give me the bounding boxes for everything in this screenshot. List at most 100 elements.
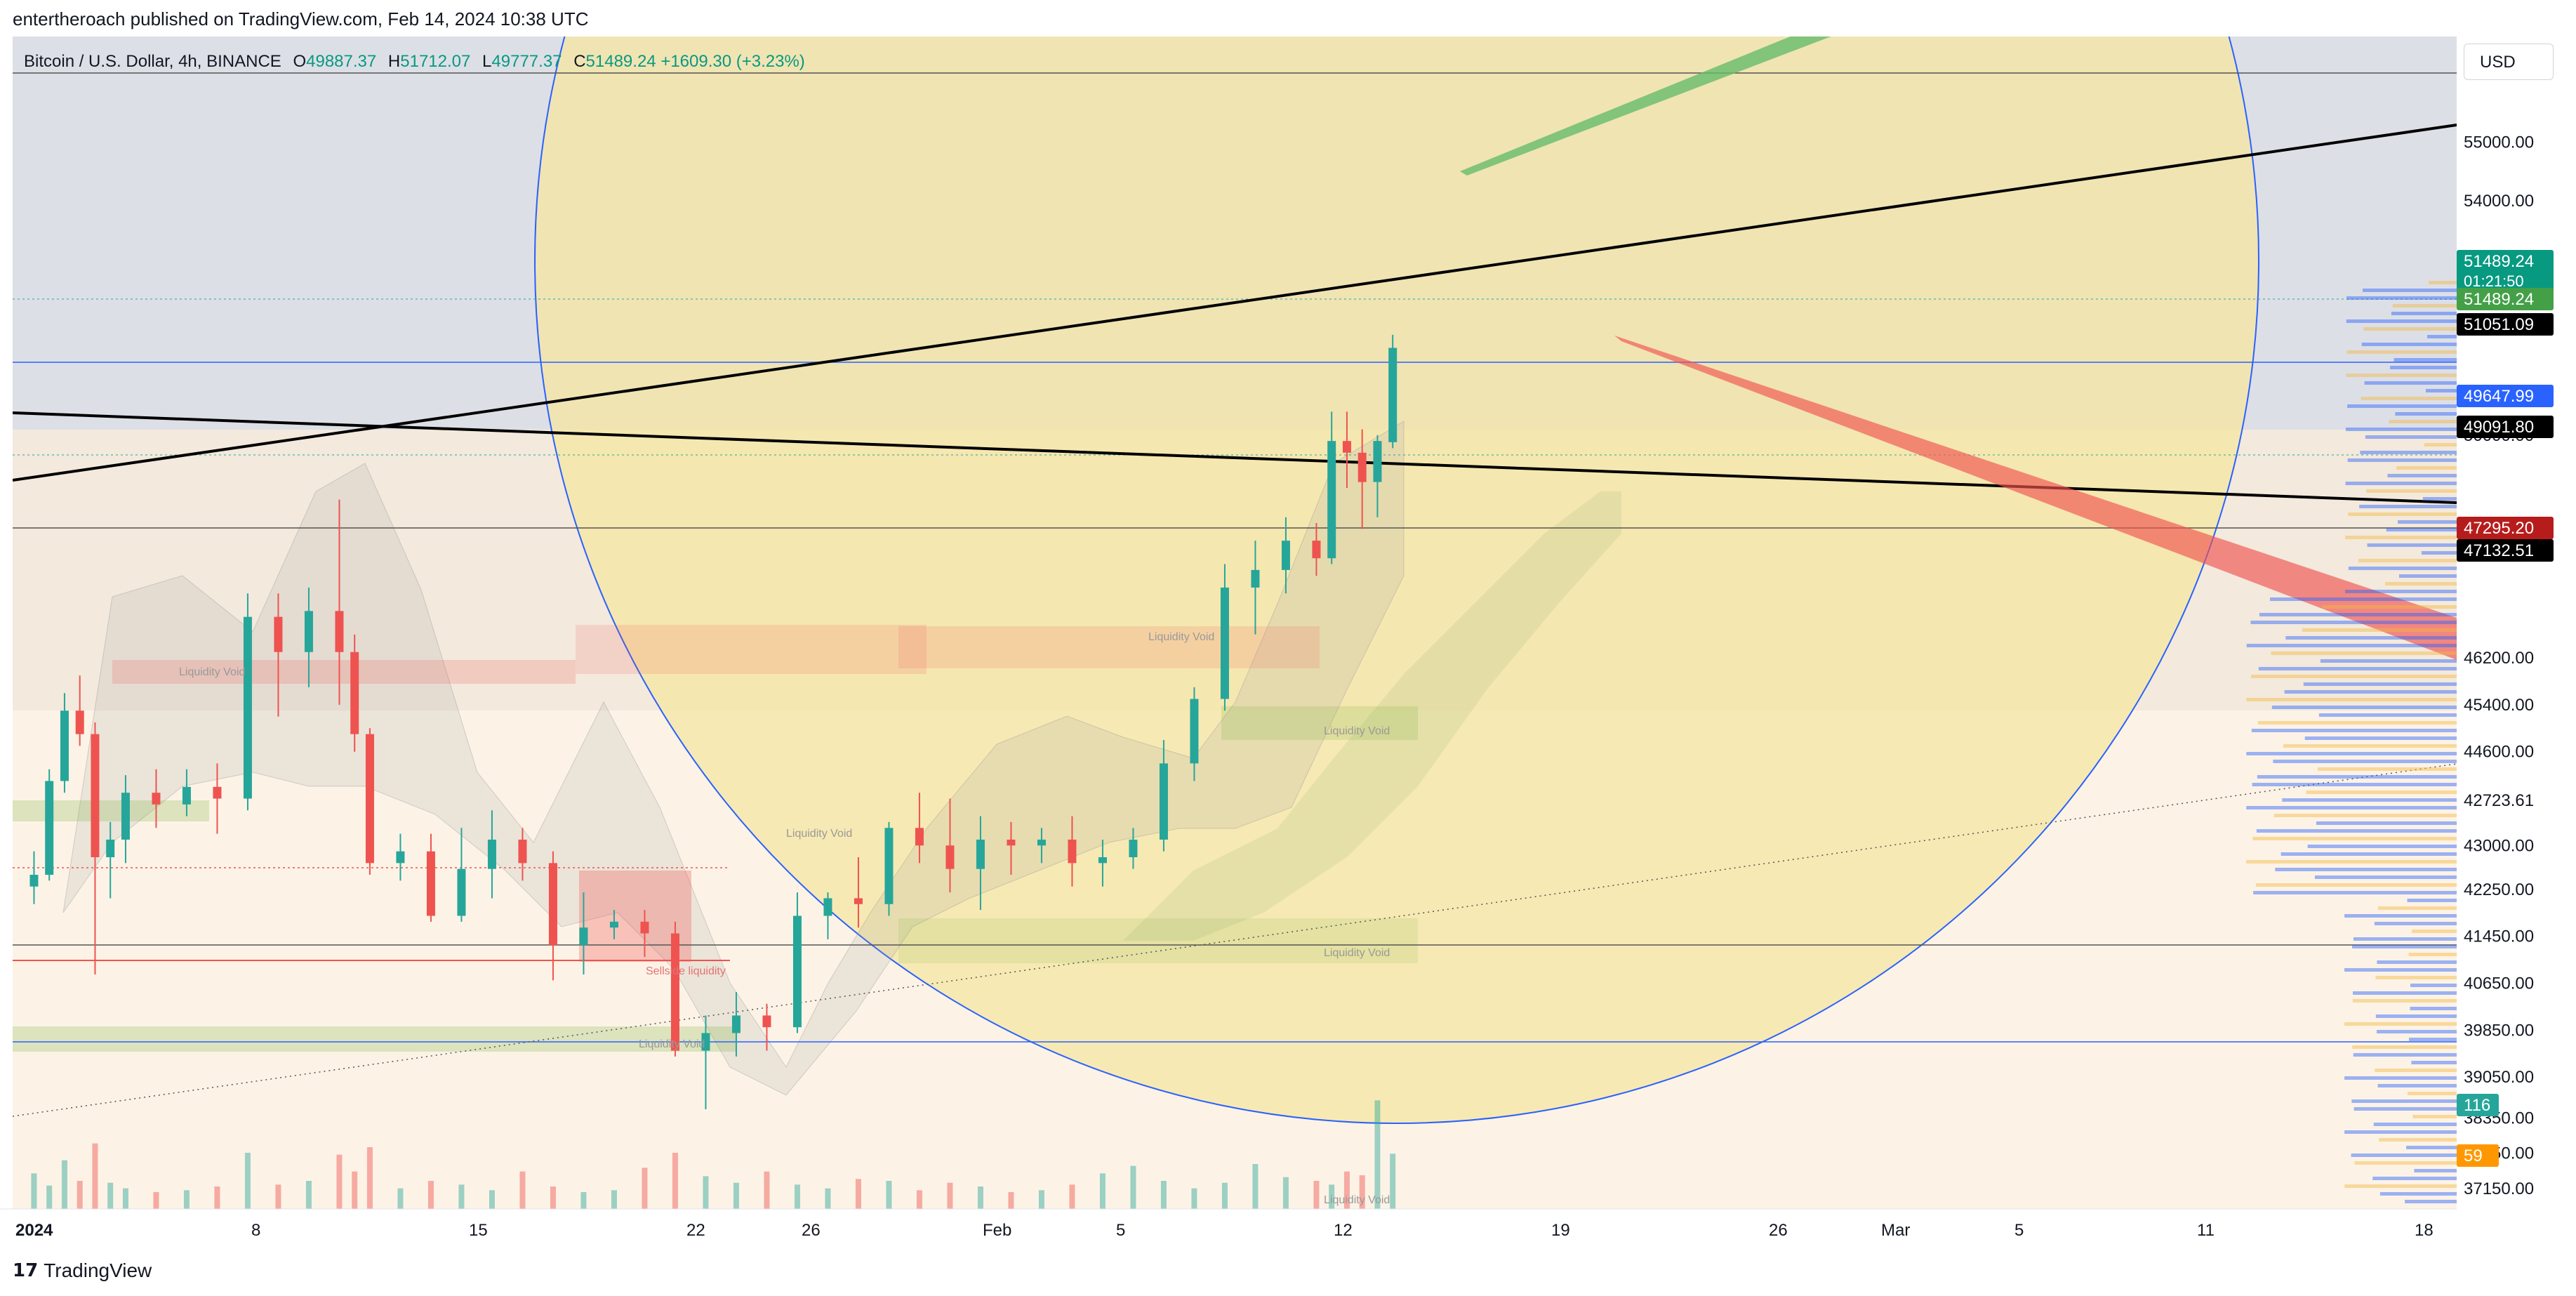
candle (60, 710, 69, 781)
legend-h-label: H (387, 52, 401, 71)
volume-profile-bar (2414, 1169, 2457, 1172)
fib-circle[interactable] (534, 0, 2259, 1124)
price-label-box (2457, 288, 2554, 310)
volume-bar (489, 1190, 495, 1209)
candle (762, 1015, 771, 1028)
volume-bar (244, 1153, 251, 1209)
volume-profile-bar (2410, 1007, 2457, 1010)
y-tick-label: 45400.00 (2464, 696, 2534, 715)
volume-profile-bar (2353, 1107, 2457, 1111)
volume-profile-bar (2273, 760, 2457, 763)
volume-bar (764, 1171, 770, 1209)
volume-profile-bar (2345, 428, 2457, 431)
candles (29, 334, 1397, 1110)
price-axis[interactable] (2457, 37, 2576, 1216)
price-label: 51489.24 (2464, 290, 2534, 309)
volume-bar (1069, 1184, 1075, 1209)
candle (609, 921, 618, 928)
volume-bar (1390, 1153, 1396, 1209)
volume-profile-bar (2407, 899, 2457, 902)
legend-change: +1609.30 (+3.23%) (660, 52, 805, 71)
volume-bar (31, 1173, 37, 1209)
green-wedge[interactable] (1460, 28, 1853, 176)
volume-profile-bar (2302, 628, 2457, 632)
volume-bars (31, 1100, 1396, 1209)
volume-profile-bar (2344, 1184, 2457, 1188)
volume-profile-bar (2425, 389, 2457, 392)
candle (1327, 441, 1336, 559)
volume-profile-bar (2246, 806, 2457, 809)
volume-profile-bar (2351, 945, 2457, 948)
currency-button[interactable]: USD (2464, 44, 2554, 80)
volume-profile (2246, 281, 2457, 1203)
y-tick-label: 39050.00 (2464, 1068, 2534, 1087)
candle (518, 839, 527, 864)
candle (45, 781, 54, 875)
x-tick-label: 11 (2197, 1221, 2215, 1240)
candle (640, 921, 649, 934)
volume-profile-bar (2258, 667, 2457, 670)
label-liquidity-void: Liquidity Void (786, 828, 852, 840)
trend-line-up[interactable] (13, 124, 2457, 482)
volume-bar (122, 1188, 128, 1209)
volume-profile-bar (2375, 976, 2457, 979)
volume-bar (855, 1179, 861, 1209)
candle (152, 793, 161, 805)
x-axis-ticks: 2024 8 15 22 26 Feb 5 12 19 26 Mar 5 11 18 (15, 1221, 2434, 1240)
bollinger-band (62, 421, 1405, 1096)
volume-profile-bar (2316, 821, 2457, 825)
volume-profile-bar (2347, 404, 2457, 408)
x-tick-label: Feb (983, 1221, 1011, 1240)
volume-profile-bar (2303, 682, 2457, 686)
volume-profile-bar (2361, 397, 2457, 400)
candle (350, 652, 359, 734)
volume-profile-bar (2271, 706, 2457, 709)
candle (274, 616, 283, 652)
candle (884, 828, 894, 904)
y-tick-label: 42250.00 (2464, 880, 2534, 899)
volume-profile-bar (2360, 451, 2457, 454)
volume-profile-bar (2269, 597, 2457, 601)
volume-label: 116 (2464, 1096, 2490, 1115)
volume-profile-bar (2411, 930, 2457, 933)
volume-bar (1038, 1190, 1044, 1209)
volume-profile-bar (2320, 659, 2457, 663)
tradingview-brand: TradingView (44, 1259, 152, 1281)
x-tick-label: 8 (251, 1221, 260, 1240)
volume-profile-bar (2347, 458, 2457, 462)
candle (426, 851, 435, 916)
label-liquidity-void: Liquidity Void (1324, 1194, 1390, 1206)
tradingview-logo[interactable]: 17 TradingView (13, 1259, 152, 1282)
volume-profile-bar (2256, 829, 2457, 833)
candle (243, 616, 252, 799)
volume-bar (77, 1181, 83, 1209)
volume-profile-bar (2379, 1138, 2457, 1142)
candle (1098, 857, 1107, 864)
volume-bar (305, 1181, 312, 1209)
volume-profile-bar (2344, 1022, 2457, 1026)
volume-profile-bar (2353, 991, 2457, 995)
volume-bar (1099, 1173, 1106, 1209)
volume-profile-bar (2375, 1069, 2457, 1072)
volume-profile-bar (2429, 281, 2457, 284)
volume-profile-bar (2346, 296, 2457, 300)
red-wedge[interactable] (1614, 336, 2457, 660)
candle (854, 898, 863, 904)
candle (792, 915, 802, 1028)
volume-profile-bar (2255, 883, 2457, 887)
volume-profile-bar (2353, 1053, 2457, 1057)
volume-profile-bar (2344, 914, 2457, 918)
volume-profile-bar (2284, 690, 2457, 694)
candle (1159, 763, 1168, 840)
volume-bar (580, 1192, 587, 1209)
volume-profile-bar (2422, 497, 2457, 501)
volume-label: 59 (2464, 1146, 2483, 1165)
x-tick-label: 12 (1334, 1221, 1353, 1240)
candle (1251, 569, 1260, 588)
time-axis[interactable] (0, 1209, 2457, 1248)
volume-bar (916, 1190, 922, 1209)
volume-profile-bar (2411, 1061, 2457, 1064)
volume-bar (46, 1185, 53, 1209)
volume-bar (275, 1184, 281, 1209)
